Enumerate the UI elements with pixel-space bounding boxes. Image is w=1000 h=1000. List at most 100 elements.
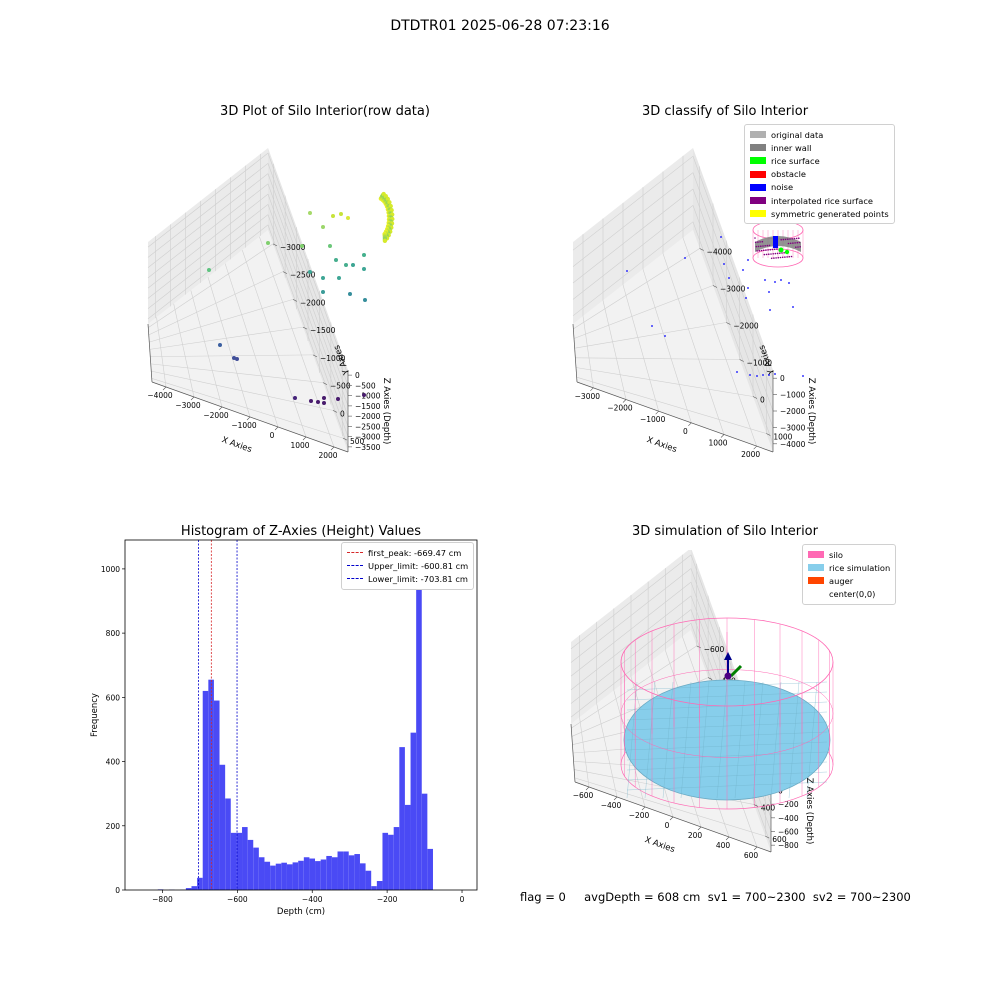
grid-line <box>574 322 727 349</box>
y-tick-label: 400 <box>761 803 776 812</box>
x-tick-label: −600 <box>573 791 594 800</box>
data-point <box>337 276 341 280</box>
grid-line <box>573 285 714 339</box>
grid-line <box>570 554 692 650</box>
simulation-3d-plot: −600−400−20002004006006004002000−200−400… <box>570 550 834 860</box>
axis-line <box>570 723 576 783</box>
histogram-bar <box>309 858 316 890</box>
interpolated-point <box>795 237 798 240</box>
x-tick-label: 0 <box>460 895 465 904</box>
rice-surface-point <box>778 247 784 253</box>
histogram-bar <box>343 851 349 890</box>
interpolated-point <box>766 244 769 247</box>
x-axis-label: X Axies <box>220 435 253 455</box>
z-tick-label: −1000 <box>780 391 806 400</box>
z-tick-label: −2000 <box>355 412 381 421</box>
legend-label: noise <box>771 182 794 193</box>
grid-line <box>573 248 700 330</box>
x-tick-label: −200 <box>629 811 650 820</box>
interpolated-point <box>779 252 781 254</box>
legend-swatch <box>808 590 824 598</box>
noise-point <box>747 287 749 289</box>
x-tick-label: −2000 <box>607 404 633 413</box>
x-tick-label: 2000 <box>741 450 760 459</box>
z-tick-label: −200 <box>778 800 799 809</box>
rice-mesh-line <box>770 681 782 799</box>
tick-mark <box>302 326 308 330</box>
y-tick-label: −1500 <box>310 326 336 335</box>
data-point <box>322 396 326 400</box>
x-axis-label: X Axies <box>643 835 676 855</box>
tick-mark <box>641 806 646 811</box>
legend-label: silo <box>829 549 844 560</box>
grid-line <box>150 363 324 383</box>
data-point <box>387 200 392 205</box>
interpolated-point <box>774 252 777 255</box>
legend-entry: interpolated rice surface <box>750 194 889 207</box>
y-tick-label: −2000 <box>300 298 326 307</box>
x-tick-label: 2000 <box>318 451 337 460</box>
rice-mesh-line <box>698 681 710 799</box>
legend-entry: rice simulation <box>808 561 890 574</box>
grid-line <box>259 236 335 448</box>
z-tick-label: −1500 <box>355 402 381 411</box>
histogram-bar <box>303 857 310 890</box>
y-tick-label: −2000 <box>733 322 759 331</box>
interpolated-point <box>792 242 794 244</box>
interpolated-point <box>797 246 799 248</box>
data-point <box>385 196 390 202</box>
data-point <box>321 290 325 294</box>
interpolated-point <box>762 245 764 247</box>
x-tick-label: 1000 <box>290 441 309 450</box>
legend-swatch <box>347 565 363 567</box>
interpolated-point <box>786 256 788 258</box>
axis-pane <box>148 148 268 324</box>
y-tick-label: 500 <box>350 437 365 446</box>
grid-line <box>570 568 692 663</box>
interpolated-point <box>760 245 762 247</box>
histogram-bar <box>275 863 282 890</box>
noise-point <box>764 279 766 281</box>
interpolated-point <box>781 256 784 259</box>
grid-line <box>692 188 774 412</box>
status-readout: flag = 0 avgDepth = 608 cm sv1 = 700~230… <box>520 890 911 904</box>
interpolated-point <box>768 253 770 255</box>
data-point <box>336 397 340 401</box>
legend-swatch <box>750 183 766 191</box>
grid-line <box>147 193 269 289</box>
interpolated-point <box>793 237 796 240</box>
z-tick-label: −400 <box>778 814 799 823</box>
grid-line <box>582 316 594 388</box>
axis-pane <box>148 230 348 452</box>
interpolated-point <box>787 242 790 245</box>
interpolated-point <box>773 257 775 259</box>
data-point <box>300 244 304 248</box>
interpolated-point <box>782 238 785 241</box>
interpolated-point <box>779 256 782 259</box>
histogram-bar <box>416 560 422 890</box>
tick-mark <box>292 299 298 302</box>
tick-mark <box>332 410 338 413</box>
axis-line <box>576 381 774 453</box>
axis-line <box>574 781 772 853</box>
y-tick-label: −3000 <box>720 285 746 294</box>
legend-swatch <box>750 144 766 152</box>
interpolated-point <box>763 253 766 256</box>
tick-mark <box>752 396 758 399</box>
interpolated-point <box>770 253 772 255</box>
rice-mesh-line <box>716 681 728 799</box>
grid-line <box>147 152 269 248</box>
noise-point <box>723 263 725 265</box>
legend-label: first_peak: -669.47 cm <box>368 547 462 558</box>
grid-line <box>572 205 694 300</box>
legend-entry: symmetric generated points <box>750 207 889 220</box>
legend-label: Lower_limit: -703.81 cm <box>368 573 468 584</box>
x-axis-label: Depth (cm) <box>277 907 325 917</box>
tick-mark <box>282 271 288 274</box>
noise-point <box>736 371 738 373</box>
x-tick-label: −4000 <box>147 391 173 400</box>
z-tick-label: 0 <box>780 374 785 383</box>
tick-mark <box>720 434 725 438</box>
tick-mark <box>585 786 590 791</box>
grid-line <box>602 300 627 400</box>
